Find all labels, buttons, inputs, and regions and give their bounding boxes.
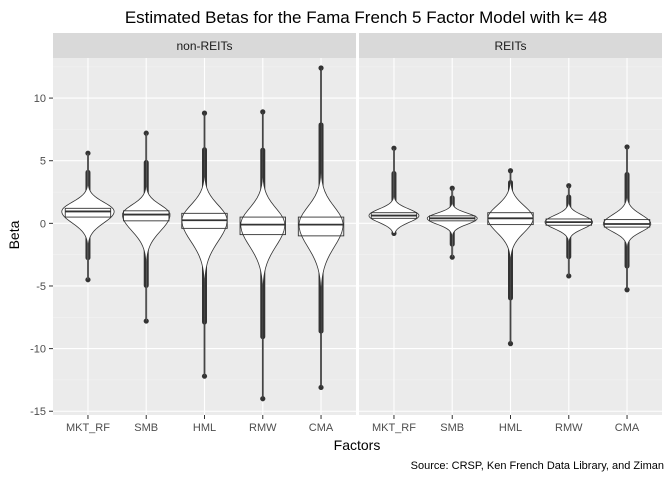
x-tick-label: HML	[193, 422, 216, 434]
y-tick-label: 10	[34, 93, 46, 105]
violin	[61, 152, 115, 281]
panel-strip-label: REITs	[494, 39, 526, 53]
box	[64, 207, 112, 218]
series-smb	[122, 130, 171, 324]
panel-strip-label: non-REITs	[176, 39, 232, 53]
y-tick-label: -10	[30, 344, 46, 356]
box	[239, 216, 286, 236]
violin	[122, 132, 171, 322]
series-hml	[181, 110, 228, 379]
box	[123, 210, 170, 222]
series-smb	[426, 185, 478, 260]
series-cma	[602, 144, 652, 293]
series-rmw	[544, 183, 594, 279]
chart-title: Estimated Betas for the Fama French 5 Fa…	[125, 8, 607, 27]
violin	[544, 185, 594, 277]
violin	[426, 187, 478, 258]
violin	[240, 111, 286, 400]
x-tick-label: MKT_RF	[372, 422, 416, 434]
series-mkt_rf	[61, 150, 115, 283]
panel-non-reits: non-REITs MKT_RF SMB HML RMW CMA	[53, 33, 356, 434]
y-tick-label: -5	[36, 281, 46, 293]
x-tick-label: HML	[499, 422, 522, 434]
series-hml	[487, 168, 534, 347]
violin	[368, 147, 420, 234]
panel-reits: REITs MKT_RF SMB HML RMW CMA	[359, 33, 662, 434]
panel-strip	[359, 33, 662, 58]
x-tick-label: RMW	[249, 422, 277, 434]
series-rmw	[239, 109, 286, 402]
x-tick-label: CMA	[615, 422, 640, 434]
panels: non-REITs MKT_RF SMB HML RMW CMA REITs MKT_RF SM…	[53, 33, 662, 434]
y-axis-title: Beta	[6, 220, 22, 249]
violin	[181, 112, 228, 377]
violin	[298, 67, 344, 388]
x-tick-label: SMB	[134, 422, 158, 434]
y-tick-label: 5	[40, 156, 46, 168]
x-tick-label: MKT_RF	[66, 422, 110, 434]
y-tick-label: 0	[40, 218, 46, 230]
series-mkt_rf	[368, 145, 420, 236]
caption: Source: CRSP, Ken French Data Library, a…	[411, 460, 664, 472]
x-tick-label: SMB	[440, 422, 464, 434]
violin	[602, 146, 652, 291]
y-axis: -15 -10 -5 0 5 10	[30, 93, 53, 418]
x-tick-label: CMA	[309, 422, 334, 434]
series-cma	[297, 65, 345, 391]
box	[297, 216, 345, 237]
x-tick-label: RMW	[555, 422, 583, 434]
panel-strip	[53, 33, 356, 58]
y-tick-label: -15	[30, 406, 46, 418]
violin	[487, 170, 534, 344]
x-axis-title: Factors	[334, 437, 381, 453]
